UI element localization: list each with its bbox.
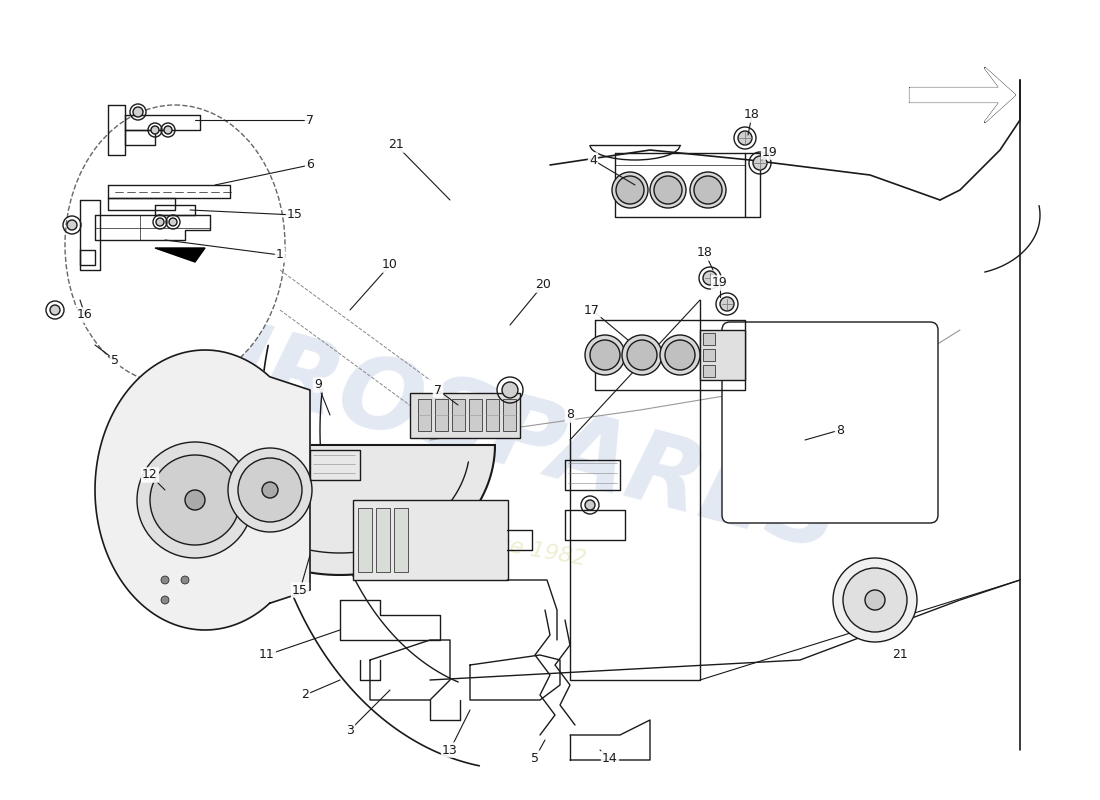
FancyBboxPatch shape [722, 322, 938, 523]
Text: 10: 10 [382, 258, 398, 271]
Circle shape [590, 340, 620, 370]
Circle shape [133, 107, 143, 117]
Circle shape [660, 335, 700, 375]
Polygon shape [185, 445, 495, 575]
Circle shape [156, 218, 164, 226]
Text: 11: 11 [260, 649, 275, 662]
Text: 15: 15 [293, 583, 308, 597]
Text: 7: 7 [306, 114, 313, 126]
Text: 18: 18 [697, 246, 713, 259]
Text: 16: 16 [77, 309, 92, 322]
Ellipse shape [65, 105, 285, 385]
Circle shape [228, 448, 312, 532]
Text: 7: 7 [434, 383, 442, 397]
Circle shape [650, 172, 686, 208]
Bar [410, 393, 520, 438]
Circle shape [833, 558, 917, 642]
Circle shape [612, 172, 648, 208]
Circle shape [666, 340, 695, 370]
Text: 14: 14 [602, 751, 618, 765]
Bar [394, 508, 408, 572]
Circle shape [138, 442, 253, 558]
Circle shape [164, 126, 172, 134]
Circle shape [703, 271, 717, 285]
Circle shape [720, 297, 734, 311]
Text: 5: 5 [531, 751, 539, 765]
Circle shape [865, 590, 886, 610]
Polygon shape [155, 248, 205, 262]
Text: 20: 20 [535, 278, 551, 291]
Bar [703, 349, 715, 361]
Circle shape [161, 576, 169, 584]
Text: 8: 8 [836, 423, 844, 437]
Circle shape [585, 500, 595, 510]
Text: 12: 12 [142, 469, 158, 482]
Text: 9: 9 [315, 378, 322, 391]
Bar [376, 508, 390, 572]
Circle shape [262, 482, 278, 498]
Circle shape [690, 172, 726, 208]
Polygon shape [910, 68, 1015, 122]
Circle shape [654, 176, 682, 204]
Circle shape [238, 458, 302, 522]
Circle shape [754, 156, 767, 170]
Circle shape [185, 490, 205, 510]
Bar [700, 330, 745, 380]
Bar [418, 399, 431, 431]
Text: EUROSPARES: EUROSPARES [109, 287, 851, 573]
Circle shape [151, 126, 160, 134]
Bar [353, 500, 508, 580]
Circle shape [502, 382, 518, 398]
Circle shape [182, 576, 189, 584]
Text: 18: 18 [744, 109, 760, 122]
Bar [469, 399, 482, 431]
Circle shape [694, 176, 722, 204]
Circle shape [50, 305, 60, 315]
Circle shape [621, 335, 662, 375]
Bar [703, 333, 715, 345]
Circle shape [616, 176, 644, 204]
Bar [703, 365, 715, 377]
Text: 21: 21 [388, 138, 404, 151]
Text: 5: 5 [111, 354, 119, 366]
Bar [358, 508, 372, 572]
Text: 8: 8 [566, 409, 574, 422]
Circle shape [585, 335, 625, 375]
Circle shape [150, 455, 240, 545]
Text: 4: 4 [590, 154, 597, 166]
Circle shape [627, 340, 657, 370]
Circle shape [738, 131, 752, 145]
Text: 15: 15 [287, 209, 303, 222]
Bar [452, 399, 465, 431]
Polygon shape [95, 350, 310, 630]
Text: 6: 6 [306, 158, 313, 171]
Text: a passion for parts since 1982: a passion for parts since 1982 [253, 491, 587, 569]
Text: 2: 2 [301, 689, 309, 702]
Text: 19: 19 [762, 146, 778, 158]
Text: 17: 17 [584, 303, 600, 317]
Text: 13: 13 [442, 743, 458, 757]
Bar [486, 399, 499, 431]
Text: 1: 1 [276, 249, 284, 262]
Bar [503, 399, 516, 431]
Circle shape [843, 568, 908, 632]
Text: 3: 3 [346, 723, 354, 737]
Circle shape [169, 218, 177, 226]
Circle shape [67, 220, 77, 230]
Circle shape [161, 596, 169, 604]
Text: 19: 19 [712, 277, 728, 290]
Bar [434, 399, 448, 431]
Text: 21: 21 [892, 649, 907, 662]
